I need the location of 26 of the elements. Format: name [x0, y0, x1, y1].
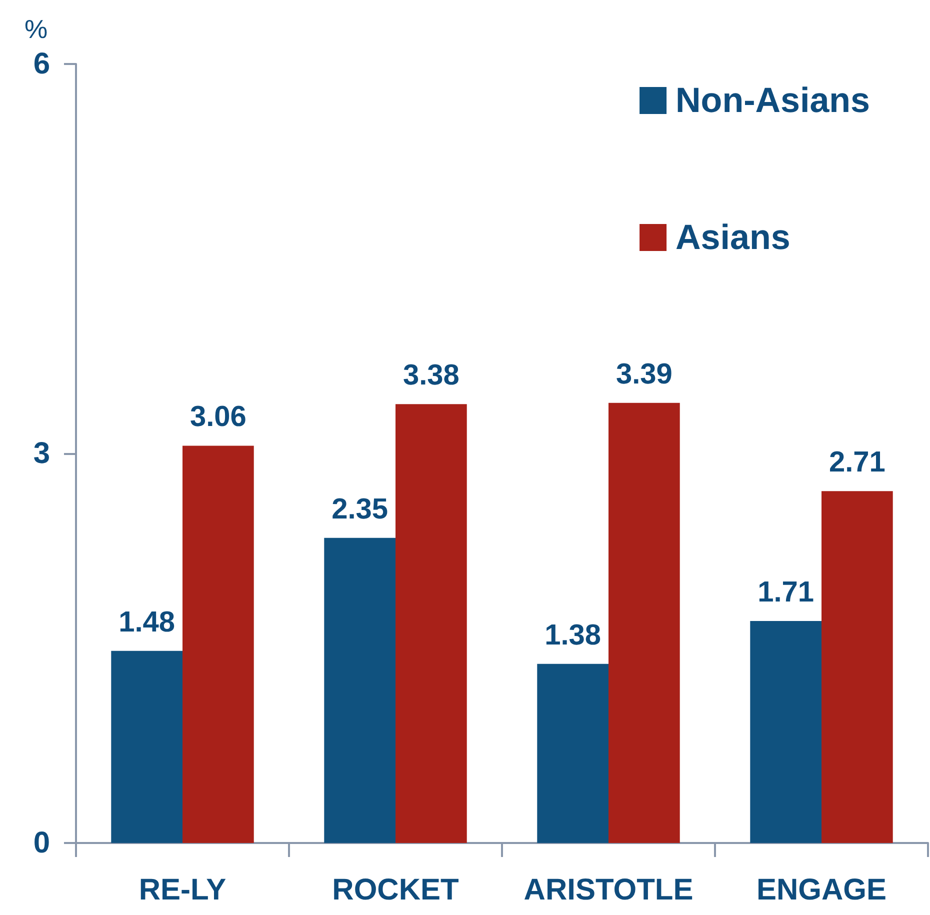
bar [324, 538, 396, 843]
bar [608, 402, 680, 843]
data-label: 2.71 [828, 446, 886, 479]
legend-label: Asians [676, 218, 790, 257]
y-axis-title: % [24, 14, 48, 44]
bar [537, 664, 608, 843]
x-tick-label: ENGAGE [756, 874, 887, 906]
data-label: 3.38 [402, 360, 460, 392]
data-label: 1.48 [118, 606, 176, 638]
bar [396, 404, 467, 843]
bar [182, 446, 254, 843]
x-tick-label: RE-LY [138, 874, 226, 906]
data-label: 1.71 [758, 576, 814, 608]
y-tick-label: 6 [33, 48, 50, 80]
y-tick-label: 3 [33, 437, 50, 470]
legend-label: Non-Asians [676, 81, 870, 120]
bar [750, 620, 822, 843]
data-label: 3.06 [190, 401, 246, 434]
data-label: 1.38 [544, 619, 602, 652]
data-label: 3.39 [616, 358, 672, 390]
x-tick-label: ROCKET [332, 874, 459, 906]
y-tick-label: 0 [33, 826, 50, 860]
bar [822, 491, 893, 843]
bar [111, 650, 182, 843]
x-tick-label: ARISTOTLE [524, 874, 694, 906]
data-label: 2.35 [332, 493, 388, 526]
